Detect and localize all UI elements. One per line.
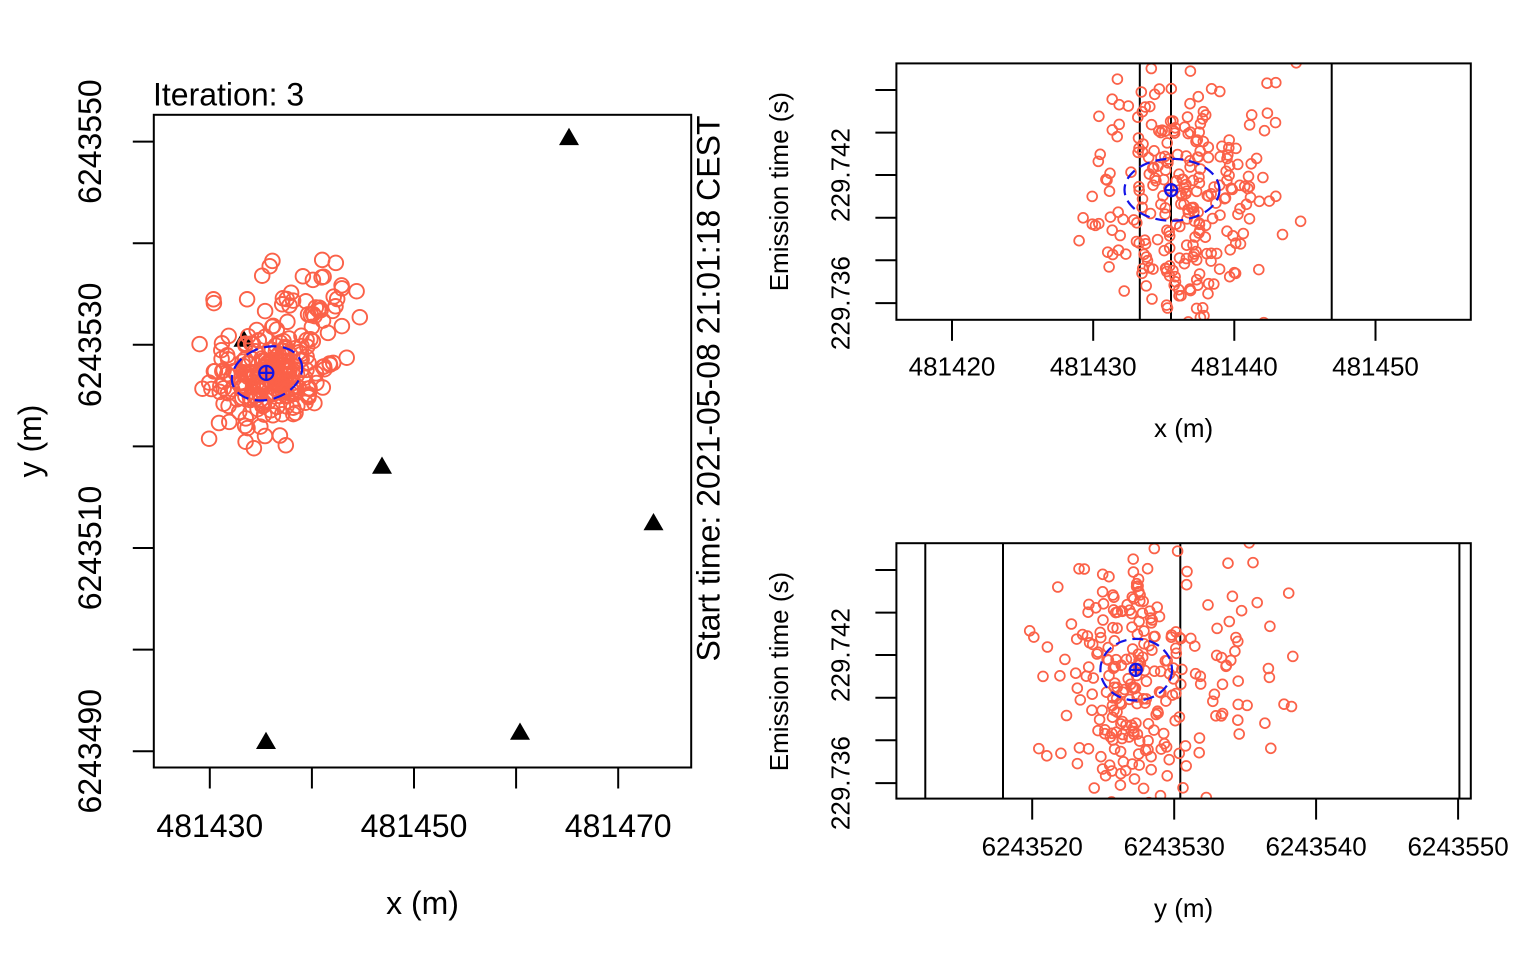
svg-text:6243550: 6243550	[1407, 832, 1508, 862]
svg-text:229.736: 229.736	[826, 256, 856, 350]
svg-text:y (m): y (m)	[1154, 893, 1213, 923]
svg-text:481430: 481430	[1050, 352, 1137, 382]
svg-text:x (m): x (m)	[386, 885, 459, 921]
svg-text:y (m): y (m)	[12, 405, 48, 478]
svg-text:6243540: 6243540	[1265, 832, 1366, 862]
svg-text:Start time: 2021-05-08 21:01:1: Start time: 2021-05-08 21:01:18 CEST	[691, 115, 727, 661]
svg-text:6243520: 6243520	[982, 832, 1083, 862]
svg-text:481450: 481450	[1332, 352, 1419, 382]
svg-text:481440: 481440	[1191, 352, 1278, 382]
svg-text:229.742: 229.742	[826, 608, 856, 702]
svg-text:6243530: 6243530	[1124, 832, 1225, 862]
svg-text:481450: 481450	[361, 808, 468, 844]
svg-text:229.742: 229.742	[826, 128, 856, 222]
svg-text:x (m): x (m)	[1154, 413, 1213, 443]
svg-text:Iteration: 3: Iteration: 3	[153, 77, 304, 113]
svg-text:6243510: 6243510	[72, 486, 108, 611]
svg-text:Emission time (s): Emission time (s)	[764, 92, 794, 291]
svg-text:481420: 481420	[909, 352, 996, 382]
svg-text:6243490: 6243490	[72, 689, 108, 814]
svg-text:6243550: 6243550	[72, 79, 108, 204]
svg-text:229.736: 229.736	[826, 736, 856, 830]
svg-text:6243530: 6243530	[72, 283, 108, 408]
svg-text:Emission time (s): Emission time (s)	[764, 572, 794, 771]
svg-text:481470: 481470	[565, 808, 672, 844]
svg-text:481430: 481430	[156, 808, 263, 844]
